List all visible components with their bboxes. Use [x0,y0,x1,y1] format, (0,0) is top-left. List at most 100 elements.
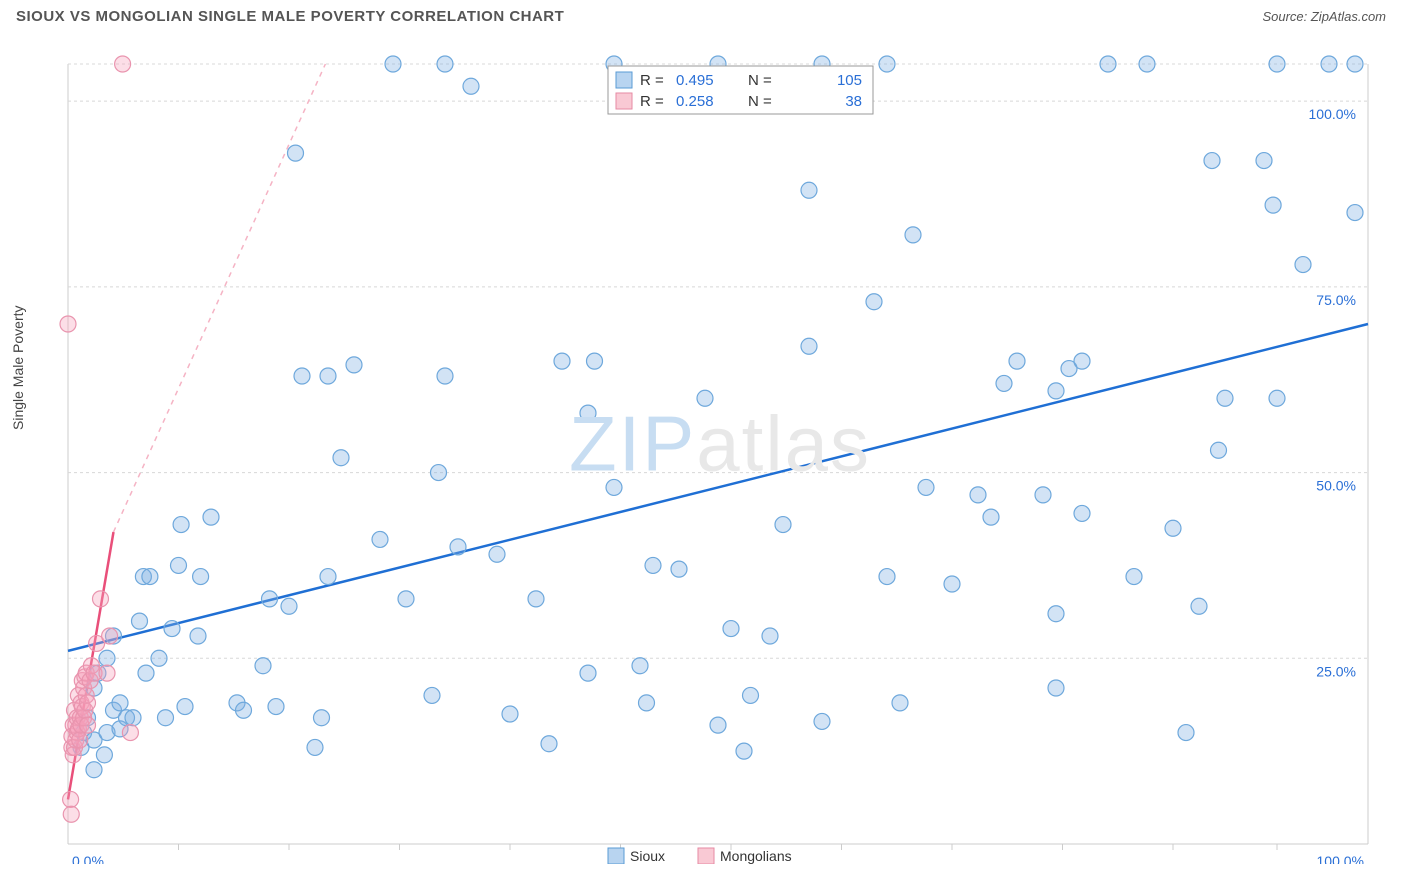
data-point-sioux [541,736,557,752]
data-point-sioux [171,557,187,573]
data-point-sioux [288,145,304,161]
data-point-sioux [99,650,115,666]
data-point-sioux [1265,197,1281,213]
data-point-sioux [1035,487,1051,503]
data-point-sioux [190,628,206,644]
legend-r-value-mongolians: 0.258 [676,93,714,110]
data-point-sioux [736,743,752,759]
data-point-mongolians [99,665,115,681]
legend-swatch-mongolians [616,93,632,109]
data-point-sioux [193,569,209,585]
y-tick-label: 100.0% [1309,106,1356,122]
data-point-sioux [639,695,655,711]
trend-line-mongolians-extrapolated [114,64,326,532]
data-point-sioux [281,598,297,614]
data-point-sioux [431,465,447,481]
data-point-sioux [554,353,570,369]
data-point-sioux [158,710,174,726]
data-point-sioux [762,628,778,644]
data-point-sioux [892,695,908,711]
data-point-sioux [385,56,401,72]
x-tick-label: 0.0% [72,853,104,864]
data-point-sioux [710,717,726,733]
data-point-mongolians [102,628,118,644]
data-point-sioux [112,695,128,711]
data-point-sioux [1347,56,1363,72]
data-point-sioux [996,375,1012,391]
chart-container: ZIPatlas 25.0%50.0%75.0%100.0%0.0%100.0%… [50,44,1390,844]
data-point-sioux [879,569,895,585]
data-point-sioux [398,591,414,607]
y-tick-label: 25.0% [1316,663,1356,679]
data-point-mongolians [63,806,79,822]
data-point-sioux [775,517,791,533]
data-point-sioux [983,509,999,525]
data-point-sioux [1139,56,1155,72]
data-point-sioux [587,353,603,369]
legend-r-value-sioux: 0.495 [676,72,714,89]
scatter-chart: 25.0%50.0%75.0%100.0%0.0%100.0%R =0.495N… [50,44,1390,864]
legend-r-label: R = [640,72,664,89]
data-point-sioux [96,747,112,763]
y-axis-label: Single Male Poverty [10,305,26,430]
data-point-sioux [489,546,505,562]
data-point-sioux [437,368,453,384]
data-point-sioux [142,569,158,585]
data-point-sioux [1256,153,1272,169]
legend-swatch-sioux [616,72,632,88]
data-point-sioux [1211,442,1227,458]
source-label: Source: ZipAtlas.com [1262,9,1386,24]
legend-n-label: N = [748,72,772,89]
data-point-sioux [697,390,713,406]
data-point-sioux [1100,56,1116,72]
data-point-sioux [372,531,388,547]
data-point-sioux [645,557,661,573]
data-point-sioux [307,739,323,755]
data-point-sioux [1217,390,1233,406]
data-point-sioux [86,762,102,778]
legend-bottom-swatch-mongolians [698,848,714,864]
data-point-sioux [255,658,271,674]
data-point-sioux [879,56,895,72]
chart-header: SIOUX VS MONGOLIAN SINGLE MALE POVERTY C… [0,0,1406,29]
data-point-sioux [1074,505,1090,521]
legend-r-label: R = [640,93,664,110]
data-point-sioux [132,613,148,629]
data-point-sioux [814,713,830,729]
data-point-sioux [164,621,180,637]
data-point-mongolians [72,732,88,748]
data-point-sioux [801,338,817,354]
data-point-mongolians [122,725,138,741]
legend-bottom-label-mongolians: Mongolians [720,848,792,864]
data-point-sioux [866,294,882,310]
data-point-sioux [320,569,336,585]
data-point-sioux [1269,56,1285,72]
data-point-mongolians [80,695,96,711]
data-point-mongolians [93,591,109,607]
legend-n-value-mongolians: 38 [845,93,862,110]
data-point-sioux [970,487,986,503]
data-point-sioux [138,665,154,681]
data-point-sioux [1269,390,1285,406]
data-point-sioux [151,650,167,666]
data-point-sioux [1048,606,1064,622]
data-point-sioux [1048,680,1064,696]
data-point-sioux [1321,56,1337,72]
data-point-sioux [320,368,336,384]
y-tick-label: 50.0% [1316,478,1356,494]
data-point-sioux [723,621,739,637]
data-point-sioux [580,405,596,421]
data-point-sioux [1048,383,1064,399]
data-point-sioux [333,450,349,466]
data-point-sioux [125,710,141,726]
data-point-mongolians [63,791,79,807]
data-point-sioux [632,658,648,674]
data-point-sioux [905,227,921,243]
data-point-sioux [528,591,544,607]
data-point-sioux [1074,353,1090,369]
data-point-sioux [1178,725,1194,741]
data-point-sioux [203,509,219,525]
data-point-mongolians [80,717,96,733]
data-point-sioux [918,479,934,495]
data-point-mongolians [60,316,76,332]
